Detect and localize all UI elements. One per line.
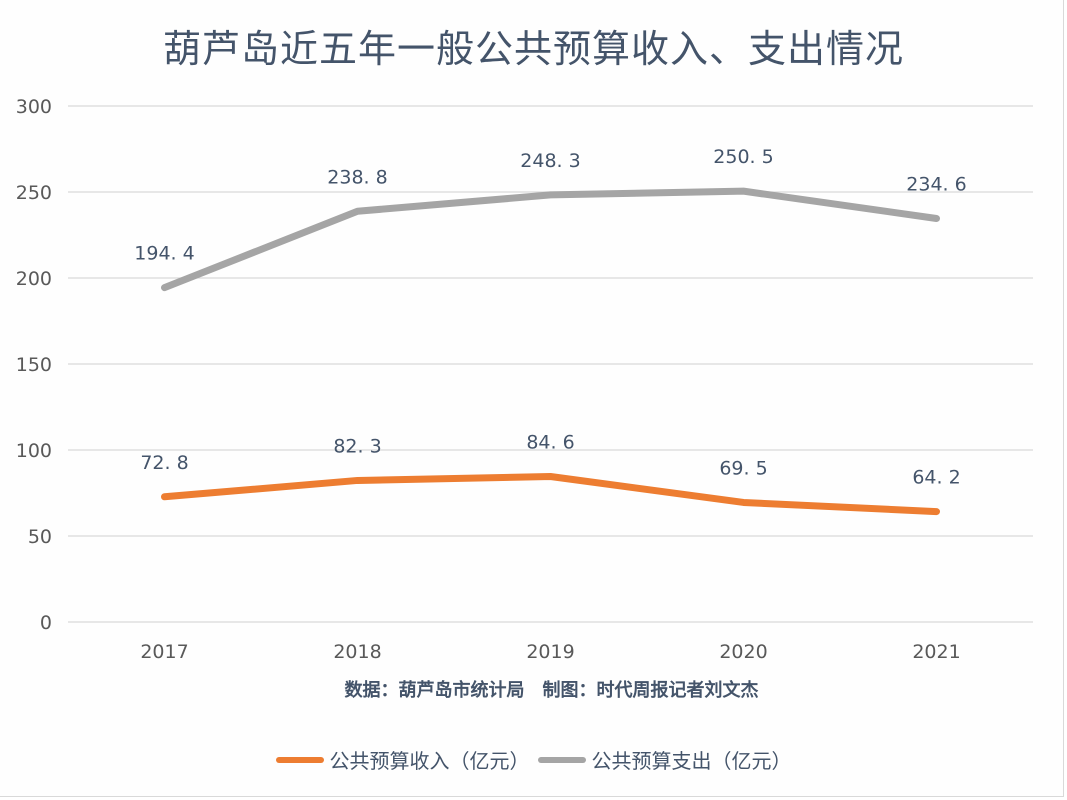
y-tick-label: 100 [16, 440, 52, 462]
y-tick-label: 50 [28, 526, 52, 548]
series-line-0[interactable] [161, 472, 940, 516]
y-tick-label: 250 [16, 182, 52, 204]
legend: 公共预算收入（亿元） 公共预算支出（亿元） [0, 745, 1067, 774]
gridlines [68, 105, 1033, 623]
data-label: 234. 6 [906, 173, 966, 195]
legend-item-revenue[interactable]: 公共预算收入（亿元） [275, 745, 530, 774]
chart-title: 葫芦岛近五年一般公共预算收入、支出情况 [162, 27, 904, 71]
y-axis-ticks: 0 50 100 150 200 250 300 [16, 96, 52, 634]
legend-swatch-revenue [275, 756, 324, 763]
x-tick-label: 2017 [140, 641, 188, 663]
legend-swatch-expenditure [537, 756, 586, 763]
data-label: 194. 4 [134, 243, 194, 265]
data-label: 248. 3 [520, 150, 580, 172]
legend-label-expenditure: 公共预算支出（亿元） [591, 749, 792, 773]
series-line-1[interactable] [161, 187, 940, 292]
data-label: 238. 8 [327, 166, 387, 188]
data-label: 64. 2 [912, 467, 960, 489]
y-tick-label: 300 [16, 96, 52, 118]
series-lines [161, 187, 940, 516]
x-tick-label: 2020 [719, 641, 767, 663]
x-tick-label: 2019 [526, 641, 574, 663]
data-label: 250. 5 [713, 146, 773, 168]
y-tick-label: 150 [16, 354, 52, 376]
legend-label-revenue: 公共预算收入（亿元） [329, 749, 530, 773]
source-note: 数据：葫芦岛市统计局 制图：时代周报记者刘文杰 [344, 680, 759, 701]
data-label: 82. 3 [333, 435, 381, 457]
data-label: 72. 8 [140, 452, 188, 474]
legend-item-expenditure[interactable]: 公共预算支出（亿元） [537, 745, 792, 774]
data-labels: 72. 8 82. 3 84. 6 69. 5 64. 2 194. 4 238. 8 248… [134, 146, 966, 488]
y-tick-label: 0 [40, 612, 52, 634]
x-axis-ticks: 2017 2018 2019 2020 2021 [140, 641, 960, 663]
data-label: 69. 5 [719, 457, 767, 479]
x-tick-label: 2018 [333, 641, 381, 663]
data-label: 84. 6 [526, 431, 574, 453]
y-tick-label: 200 [16, 268, 52, 290]
x-tick-label: 2021 [912, 641, 960, 663]
